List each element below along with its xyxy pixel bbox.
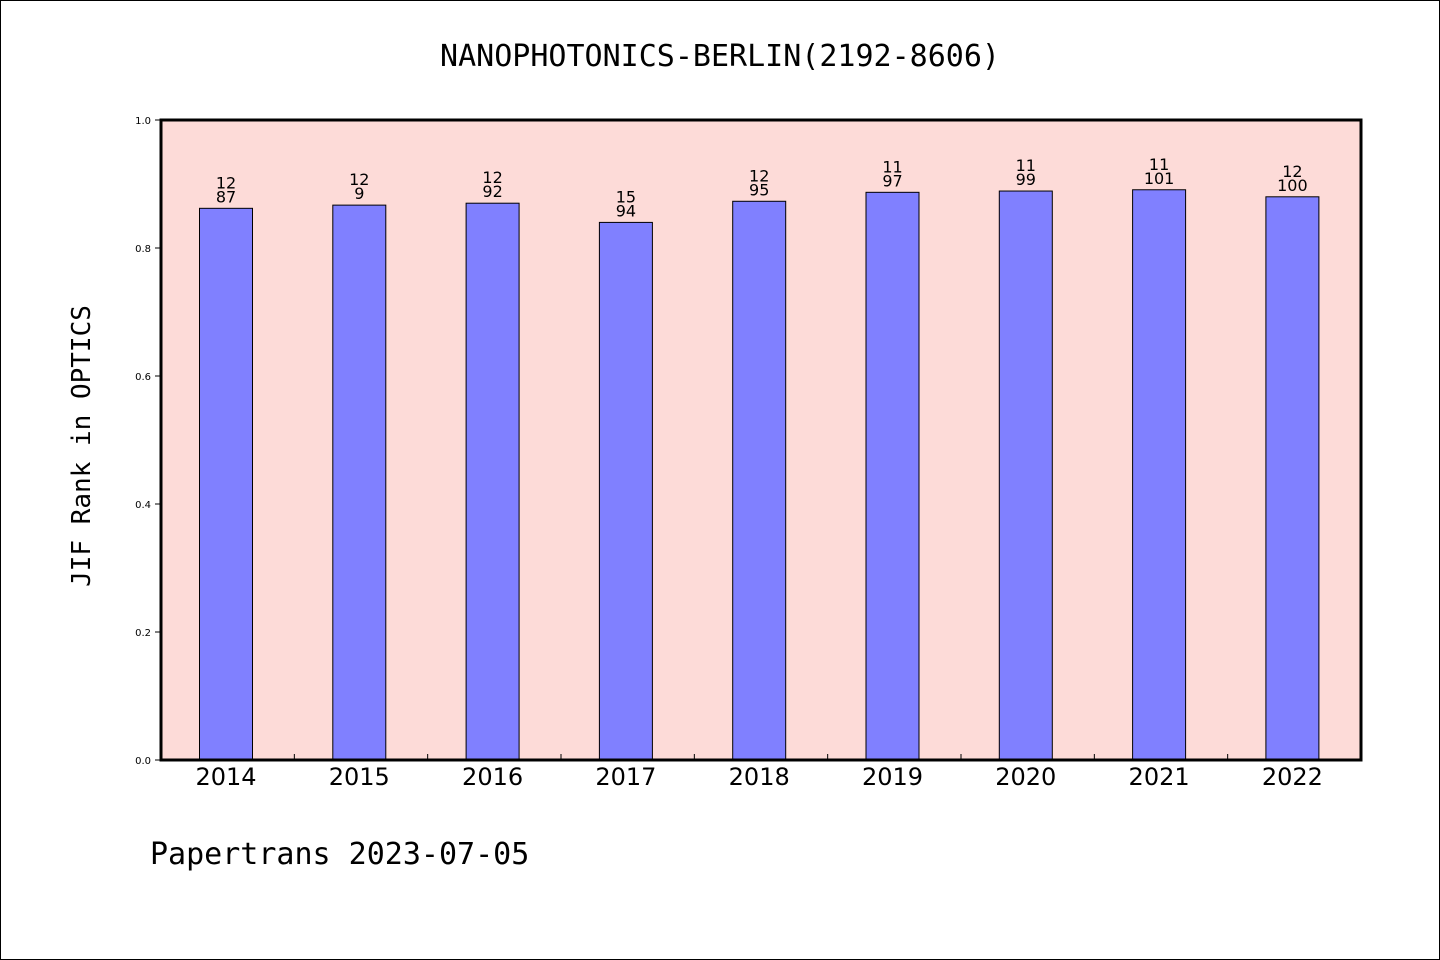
y-axis: 0.0 0.2 0.4 0.6 0.8 1.0: [135, 116, 161, 767]
bar: [998, 190, 1053, 761]
bar-rank-label: 11: [1149, 155, 1169, 174]
x-tick-label: 2022: [1262, 763, 1323, 791]
bar-total-label: 94: [616, 201, 636, 220]
footer-text: Papertrans 2023-07-05: [150, 837, 529, 872]
bar: [732, 200, 787, 761]
y-tick-label: 0.6: [135, 372, 151, 383]
bar-total-label: 99: [1016, 170, 1036, 189]
x-tick-label: 2020: [995, 763, 1056, 791]
bar-total-label: 87: [216, 187, 236, 206]
bar: [865, 191, 920, 761]
y-axis-label: JIF Rank in OPTICS: [67, 305, 97, 587]
x-tick-label: 2019: [862, 763, 923, 791]
bar-rank-label: 11: [882, 157, 902, 176]
plot-border: [159, 118, 1363, 762]
bar: [465, 202, 520, 761]
bar-rank-label: 12: [216, 173, 236, 192]
bar-rank-label: 12: [349, 170, 369, 189]
bar-total-label: 100: [1277, 176, 1308, 195]
bar-total-label: 97: [882, 171, 902, 190]
bar-total-label: 92: [482, 182, 502, 201]
x-tick-label: 2021: [1129, 763, 1190, 791]
x-tick-label: 2015: [329, 763, 390, 791]
bar: [598, 221, 653, 761]
bar-total-label: 101: [1144, 169, 1175, 188]
y-tick-label: 0.0: [135, 756, 151, 767]
bar-rank-label: 12: [749, 166, 769, 185]
x-tick-label: 2018: [729, 763, 790, 791]
x-tick-label: 2016: [462, 763, 523, 791]
chart-title: NANOPHOTONICS-BERLIN(2192-8606): [440, 39, 1000, 74]
y-tick-label: 0.4: [135, 500, 151, 511]
bar: [199, 207, 253, 761]
x-tick-label: 2014: [195, 763, 256, 791]
x-tick-label: 2017: [595, 763, 656, 791]
bar-rank-label: 12: [1282, 162, 1302, 181]
bar: [332, 204, 387, 761]
x-axis: 2014 2015 2016 2017 2018 2019 2020 2021 2022: [195, 754, 1323, 791]
bar-rank-label: 11: [1016, 156, 1036, 175]
y-tick-label: 0.2: [135, 628, 151, 639]
bar: [1132, 189, 1187, 761]
bar-rank-label: 12: [482, 168, 502, 187]
bar: [1265, 196, 1320, 761]
bar-total-label: 95: [749, 180, 769, 199]
bar-rank-label: 15: [616, 187, 636, 206]
y-tick-label: 0.8: [135, 244, 151, 255]
y-tick-label: 1.0: [135, 116, 151, 127]
bar-total-label: 9: [354, 184, 364, 203]
